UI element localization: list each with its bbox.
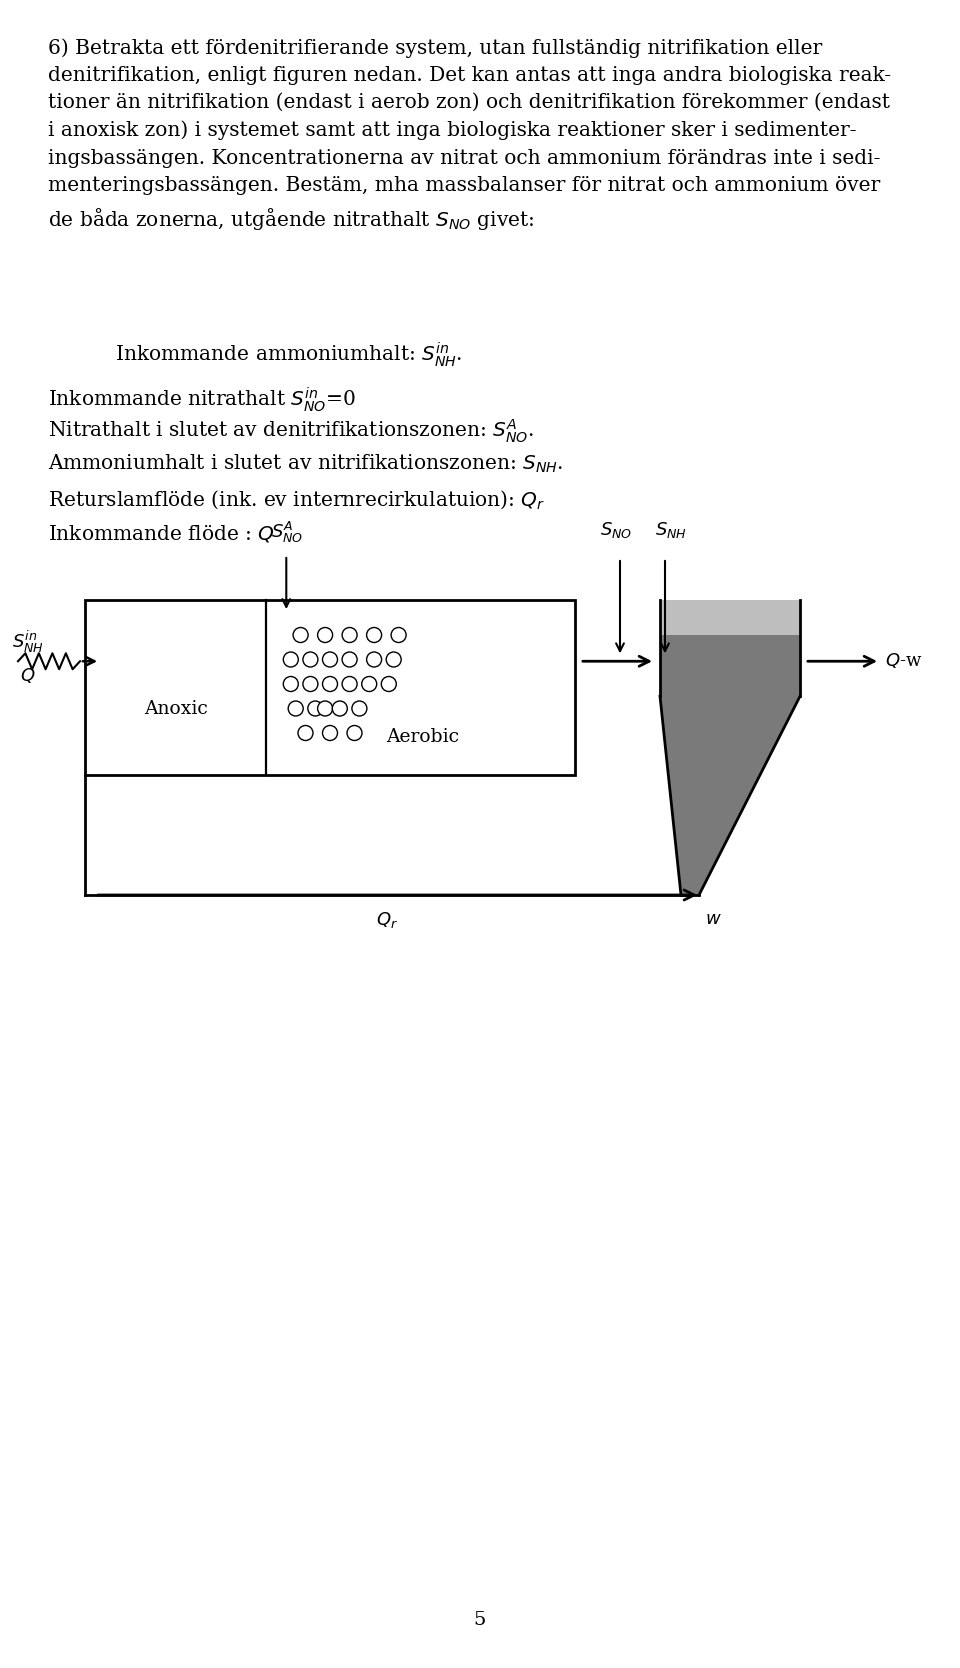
Text: $S^{in}_{NH}$: $S^{in}_{NH}$ — [12, 629, 44, 656]
Circle shape — [293, 627, 308, 642]
Circle shape — [283, 652, 299, 667]
Circle shape — [391, 627, 406, 642]
Text: $S^A_{NO}$: $S^A_{NO}$ — [272, 520, 303, 545]
Text: $Q$-w: $Q$-w — [885, 651, 923, 671]
Circle shape — [318, 701, 332, 716]
Text: Inkommande flöde : $Q$: Inkommande flöde : $Q$ — [48, 524, 275, 544]
Circle shape — [367, 627, 381, 642]
Text: Ammoniumhalt i slutet av nitrifikationszonen: $S_{NH}$.: Ammoniumhalt i slutet av nitrifikationsz… — [48, 454, 564, 475]
Circle shape — [303, 677, 318, 692]
Circle shape — [342, 677, 357, 692]
Circle shape — [323, 652, 338, 667]
Circle shape — [352, 701, 367, 716]
Text: Inkommande ammoniumhalt: $S^{in}_{NH}$.: Inkommande ammoniumhalt: $S^{in}_{NH}$. — [90, 340, 463, 369]
Text: Returslamflöde (ink. ev internrecirkulatuion): $Q_r$: Returslamflöde (ink. ev internrecirkulat… — [48, 489, 545, 510]
Bar — [85, 600, 575, 776]
Text: Nitrathalt i slutet av denitrifikationszonen: $S^A_{NO}$.: Nitrathalt i slutet av denitrifikationsz… — [48, 419, 534, 445]
Circle shape — [342, 652, 357, 667]
Text: Aerobic: Aerobic — [387, 727, 460, 746]
Circle shape — [367, 652, 381, 667]
Text: $Q_r$: $Q_r$ — [376, 911, 398, 931]
Text: 6) Betrakta ett fördenitrifierande system, utan fullständig nitrifikation eller
: 6) Betrakta ett fördenitrifierande syste… — [48, 38, 891, 232]
Circle shape — [303, 652, 318, 667]
Circle shape — [323, 677, 338, 692]
Circle shape — [283, 677, 299, 692]
Text: Anoxic: Anoxic — [144, 699, 207, 717]
Text: $S_{NO}$: $S_{NO}$ — [600, 520, 633, 540]
Text: $Q$: $Q$ — [20, 666, 36, 686]
Text: $S_{NH}$: $S_{NH}$ — [655, 520, 687, 540]
Text: 5: 5 — [474, 1611, 486, 1630]
Circle shape — [323, 726, 338, 741]
Polygon shape — [660, 636, 800, 896]
Circle shape — [288, 701, 303, 716]
Circle shape — [347, 726, 362, 741]
Text: $w$: $w$ — [705, 911, 722, 927]
Polygon shape — [660, 600, 800, 636]
Circle shape — [308, 701, 323, 716]
Circle shape — [298, 726, 313, 741]
Circle shape — [332, 701, 348, 716]
Circle shape — [362, 677, 376, 692]
Text: Inkommande nitrathalt $S^{in}_{NO}$=0: Inkommande nitrathalt $S^{in}_{NO}$=0 — [48, 385, 356, 414]
Circle shape — [318, 627, 332, 642]
Circle shape — [386, 652, 401, 667]
Circle shape — [342, 627, 357, 642]
Circle shape — [381, 677, 396, 692]
